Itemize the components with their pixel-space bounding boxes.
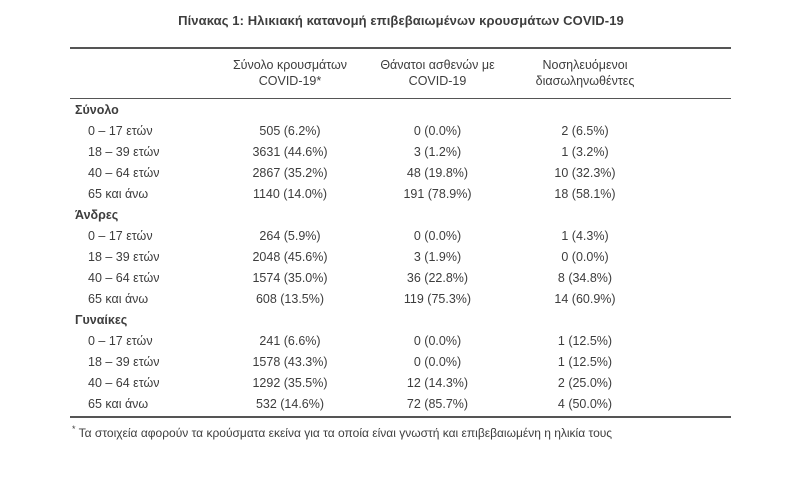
age-label: 40 – 64 ετών xyxy=(88,375,160,390)
intubated-value: 14 (60.9%) xyxy=(554,291,616,306)
footnote-asterisk-marker: * xyxy=(72,424,76,434)
age-label: 65 και άνω xyxy=(88,291,149,306)
age-label: 0 – 17 ετών xyxy=(88,123,153,138)
intubated-value: 1 (4.3%) xyxy=(561,228,609,243)
intubated-value: 1 (3.2%) xyxy=(561,144,609,159)
intubated-value: 10 (32.3%) xyxy=(554,165,616,180)
intubated-value: 2 (25.0%) xyxy=(557,375,613,390)
row-men-40-64: 40 – 64 ετών 1574 (35.0%) 36 (22.8%) 8 (… xyxy=(70,267,731,288)
cases-value: 532 (14.6%) xyxy=(255,396,325,411)
cases-value: 1578 (43.3%) xyxy=(252,354,328,369)
header-deaths-line2: COVID-19 xyxy=(408,74,467,88)
deaths-value: 0 (0.0%) xyxy=(413,333,462,348)
intubated-value: 1 (12.5%) xyxy=(557,354,613,369)
footnote-text: Τα στοιχεία αφορούν τα κρούσματα εκείνα … xyxy=(75,426,613,440)
section-header-total: Σύνολο xyxy=(75,102,119,117)
section-header-men: Άνδρες xyxy=(75,207,119,222)
footnote: * Τα στοιχεία αφορούν τα κρούσματα εκείν… xyxy=(72,424,752,440)
deaths-value: 0 (0.0%) xyxy=(413,354,462,369)
header-deaths-line1: Θάνατοι ασθενών με xyxy=(380,58,495,72)
covid-age-distribution-table: Σύνολο κρουσμάτων COVID-19* Θάνατοι ασθε… xyxy=(70,47,731,418)
deaths-value: 191 (78.9%) xyxy=(403,186,472,201)
cases-value: 608 (13.5%) xyxy=(255,291,325,306)
cases-value: 264 (5.9%) xyxy=(259,228,321,243)
section-header-women: Γυναίκες xyxy=(75,312,128,327)
header-deaths: Θάνατοι ασθενών με COVID-19 xyxy=(365,57,510,89)
row-total-40-64: 40 – 64 ετών 2867 (35.2%) 48 (19.8%) 10 … xyxy=(70,162,731,183)
header-intubated-line1: Νοσηλευόμενοι xyxy=(542,58,628,72)
row-men-0-17: 0 – 17 ετών 264 (5.9%) 0 (0.0%) 1 (4.3%) xyxy=(70,225,731,246)
intubated-value: 2 (6.5%) xyxy=(561,123,609,138)
header-total-cases-line2: COVID-19* xyxy=(258,74,322,88)
cases-value: 1140 (14.0%) xyxy=(252,186,328,201)
table-caption: Πίνακας 1: Ηλικιακή κατανομή επιβεβαιωμέ… xyxy=(178,13,624,28)
row-women-18-39: 18 – 39 ετών 1578 (43.3%) 0 (0.0%) 1 (12… xyxy=(70,351,731,372)
header-intubated: Νοσηλευόμενοι διασωληνωθέντες xyxy=(510,57,660,89)
row-total-18-39: 18 – 39 ετών 3631 (44.6%) 3 (1.2%) 1 (3.… xyxy=(70,141,731,162)
age-label: 40 – 64 ετών xyxy=(88,165,160,180)
header-intubated-line2: διασωληνωθέντες xyxy=(535,74,635,88)
age-label: 65 και άνω xyxy=(88,186,149,201)
row-total-65-plus: 65 και άνω 1140 (14.0%) 191 (78.9%) 18 (… xyxy=(70,183,731,204)
deaths-value: 119 (75.3%) xyxy=(403,291,472,306)
cases-value: 1574 (35.0%) xyxy=(252,270,328,285)
deaths-value: 3 (1.2%) xyxy=(413,144,462,159)
age-label: 18 – 39 ετών xyxy=(88,144,160,159)
row-women-65-plus: 65 και άνω 532 (14.6%) 72 (85.7%) 4 (50.… xyxy=(70,393,731,414)
header-total-cases-line1: Σύνολο κρουσμάτων xyxy=(232,58,348,72)
age-label: 18 – 39 ετών xyxy=(88,354,160,369)
deaths-value: 3 (1.9%) xyxy=(413,249,462,264)
age-label: 18 – 39 ετών xyxy=(88,249,160,264)
intubated-value: 4 (50.0%) xyxy=(557,396,613,411)
age-label: 40 – 64 ετών xyxy=(88,270,160,285)
deaths-value: 12 (14.3%) xyxy=(406,375,469,390)
intubated-value: 1 (12.5%) xyxy=(557,333,613,348)
row-women-0-17: 0 – 17 ετών 241 (6.6%) 0 (0.0%) 1 (12.5%… xyxy=(70,330,731,351)
intubated-value: 8 (34.8%) xyxy=(557,270,613,285)
cases-value: 2048 (45.6%) xyxy=(252,249,328,264)
row-men-65-plus: 65 και άνω 608 (13.5%) 119 (75.3%) 14 (6… xyxy=(70,288,731,309)
deaths-value: 72 (85.7%) xyxy=(406,396,469,411)
intubated-value: 0 (0.0%) xyxy=(561,249,609,264)
row-women-40-64: 40 – 64 ετών 1292 (35.5%) 12 (14.3%) 2 (… xyxy=(70,372,731,393)
intubated-value: 18 (58.1%) xyxy=(554,186,616,201)
age-label: 0 – 17 ετών xyxy=(88,333,153,348)
table-body: Σύνολο 0 – 17 ετών 505 (6.2%) 0 (0.0%) 2… xyxy=(70,99,731,416)
deaths-value: 36 (22.8%) xyxy=(406,270,469,285)
deaths-value: 0 (0.0%) xyxy=(413,228,462,243)
cases-value: 505 (6.2%) xyxy=(259,123,321,138)
cases-value: 2867 (35.2%) xyxy=(252,165,328,180)
cases-value: 3631 (44.6%) xyxy=(252,144,328,159)
deaths-value: 48 (19.8%) xyxy=(406,165,469,180)
row-men-18-39: 18 – 39 ετών 2048 (45.6%) 3 (1.9%) 0 (0.… xyxy=(70,246,731,267)
cases-value: 1292 (35.5%) xyxy=(252,375,328,390)
header-empty-cell xyxy=(70,57,215,89)
row-total-0-17: 0 – 17 ετών 505 (6.2%) 0 (0.0%) 2 (6.5%) xyxy=(70,120,731,141)
cases-value: 241 (6.6%) xyxy=(259,333,321,348)
deaths-value: 0 (0.0%) xyxy=(413,123,462,138)
age-label: 0 – 17 ετών xyxy=(88,228,153,243)
table-header-row: Σύνολο κρουσμάτων COVID-19* Θάνατοι ασθε… xyxy=(70,49,731,99)
header-total-cases: Σύνολο κρουσμάτων COVID-19* xyxy=(215,57,365,89)
age-label: 65 και άνω xyxy=(88,396,149,411)
